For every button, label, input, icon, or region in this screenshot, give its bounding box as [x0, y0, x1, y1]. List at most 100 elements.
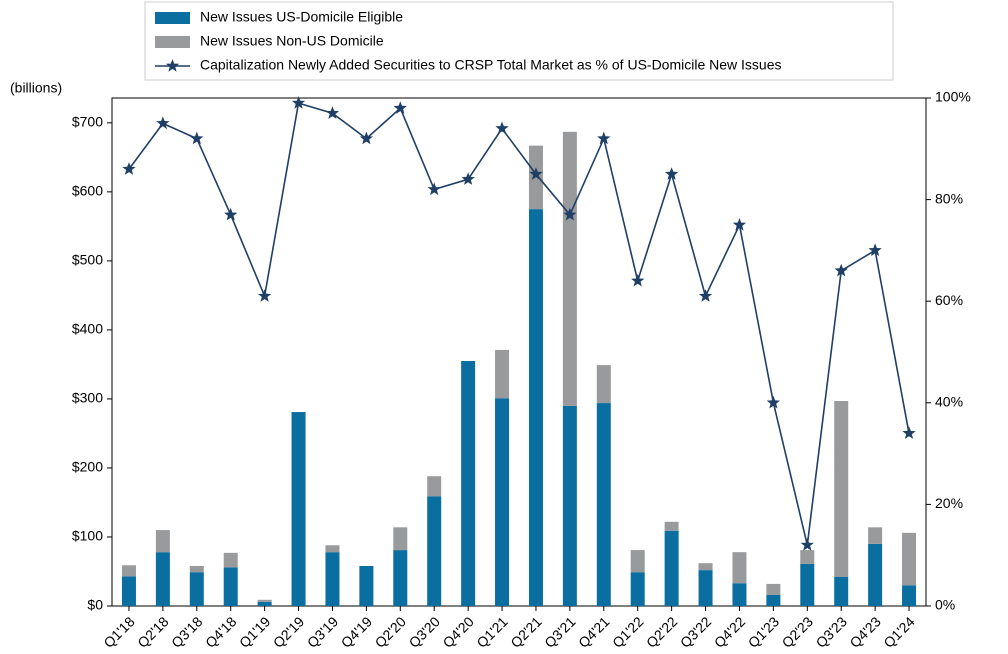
legend-swatch	[155, 12, 190, 24]
bar	[325, 545, 340, 553]
bar	[121, 576, 136, 606]
bar	[698, 570, 713, 606]
y2-tick-label: 60%	[935, 292, 963, 308]
line-marker	[665, 167, 679, 180]
bar	[393, 527, 408, 551]
x-tick-label: Q1'21	[473, 613, 511, 651]
bar	[393, 550, 408, 606]
bar	[495, 349, 510, 399]
bar	[766, 583, 781, 595]
y2-tick-label: 0%	[935, 597, 955, 613]
bar	[325, 552, 340, 606]
bar	[359, 565, 374, 606]
bar	[257, 599, 272, 602]
bar	[189, 565, 204, 573]
y-tick-label: $100	[72, 528, 103, 544]
line-marker	[461, 172, 475, 185]
x-tick-label: Q4'18	[202, 613, 240, 651]
line-marker	[224, 207, 238, 221]
bar	[868, 527, 883, 544]
bar	[291, 412, 306, 606]
legend-label: New Issues US-Domicile Eligible	[200, 9, 403, 25]
line-marker	[258, 289, 272, 302]
bar	[528, 145, 543, 210]
bar	[800, 550, 815, 564]
line-marker	[597, 131, 611, 145]
bar	[732, 583, 747, 606]
bar	[596, 365, 611, 404]
x-tick-label: Q4'22	[711, 613, 749, 651]
bar	[630, 572, 645, 606]
line-marker	[902, 426, 916, 439]
x-tick-label: Q1'18	[100, 613, 138, 651]
line-marker	[393, 101, 407, 114]
bar	[800, 563, 815, 606]
x-tick-label: Q3'20	[406, 613, 444, 651]
line-marker	[868, 243, 882, 257]
line	[128, 102, 910, 546]
x-tick-label: Q1'23	[745, 613, 783, 651]
line-marker	[156, 116, 170, 130]
bar	[427, 476, 442, 497]
bar	[223, 552, 238, 568]
x-tick-label: Q2'19	[270, 613, 308, 651]
line-marker	[495, 121, 509, 135]
legend-label: New Issues Non-US Domicile	[200, 33, 384, 49]
bar	[155, 552, 170, 606]
bar	[495, 398, 510, 606]
y-tick-label: $0	[87, 597, 103, 613]
bar	[121, 565, 136, 577]
line-marker	[359, 131, 373, 145]
bar	[461, 360, 476, 606]
line-marker	[325, 106, 340, 119]
x-tick-label: Q2'23	[779, 613, 817, 651]
bar	[189, 572, 204, 606]
plot-frame	[111, 97, 927, 607]
bar	[732, 552, 747, 584]
bar	[664, 530, 679, 606]
line-marker	[427, 182, 441, 196]
line-marker	[766, 395, 780, 409]
bar	[223, 567, 238, 606]
y-tick-label: $500	[72, 252, 103, 268]
x-tick-label: Q4'20	[439, 613, 477, 651]
x-tick-label: Q3'19	[304, 613, 342, 651]
bar	[155, 530, 170, 553]
legend-marker	[165, 59, 180, 72]
y-tick-label: $400	[72, 321, 103, 337]
line-marker	[698, 289, 713, 302]
bar	[834, 577, 849, 606]
line-marker	[834, 263, 848, 277]
bar	[528, 209, 543, 606]
y2-tick-label: 100%	[935, 89, 971, 105]
y2-tick-label: 80%	[935, 190, 963, 206]
y-axis-label: (billions)	[10, 80, 62, 96]
y-tick-label: $300	[72, 390, 103, 406]
bar	[902, 532, 917, 586]
legend-label: Capitalization Newly Added Securities to…	[200, 57, 782, 73]
x-tick-label: Q1'24	[880, 613, 918, 651]
bar	[868, 543, 883, 606]
line-marker	[122, 162, 136, 175]
line-marker	[190, 131, 204, 145]
x-tick-label: Q1'22	[609, 613, 647, 651]
x-tick-label: Q2'20	[372, 613, 410, 651]
legend-box	[144, 1, 894, 81]
x-tick-label: Q2'18	[134, 613, 172, 651]
bar	[562, 131, 577, 406]
bar	[562, 405, 577, 606]
y2-tick-label: 40%	[935, 394, 963, 410]
bar	[630, 550, 645, 573]
line-marker	[563, 207, 577, 221]
x-tick-label: Q1'19	[236, 613, 274, 651]
x-tick-label: Q3'23	[813, 613, 851, 651]
y-tick-label: $700	[72, 114, 103, 130]
line-marker	[529, 167, 543, 180]
y-tick-label: $200	[72, 459, 103, 475]
bar	[902, 585, 917, 606]
x-tick-label: Q4'21	[575, 613, 613, 651]
line-marker	[291, 96, 306, 109]
y-tick-label: $600	[72, 183, 103, 199]
y2-tick-label: 20%	[935, 495, 963, 511]
